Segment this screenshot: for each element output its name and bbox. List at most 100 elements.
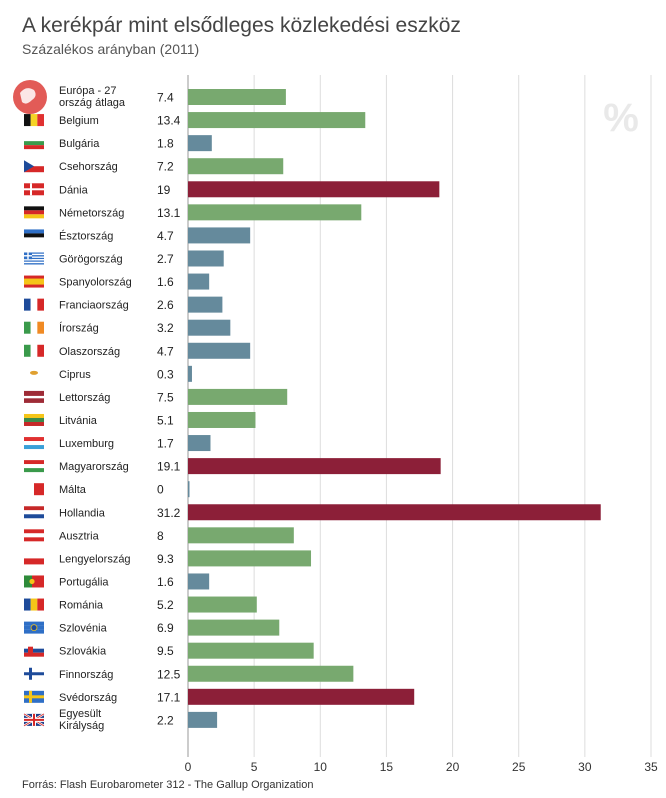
value-label: 2.2 [157,713,174,727]
flag-fi-icon [24,667,44,680]
bar [188,227,251,244]
flag-lt-icon [24,413,44,426]
flag-sk-icon [24,644,44,657]
flag-de-icon [24,206,44,219]
bar-row: Luxemburg 1.7 [24,435,211,452]
bar-row: Szlovénia 6.9 [24,619,280,636]
value-label: 4.7 [157,229,174,243]
percent-watermark: % [603,96,639,140]
value-label: 9.3 [157,552,174,566]
category-label: Lengyelország [59,553,131,565]
flag-hu-icon [24,460,44,473]
x-tick-label: 5 [251,760,258,774]
category-label: Görögország [59,253,123,265]
bar-row: Lengyelország 9.3 [24,550,312,567]
bar [188,273,210,290]
category-label: Királyság [59,720,104,732]
category-label: Szlovénia [59,623,108,635]
flag-cz-icon [24,160,44,173]
bar [188,319,231,336]
value-label: 6.9 [157,621,174,635]
value-label: 1.7 [157,437,174,451]
bar-row: Litvánia 5.1 [24,411,256,428]
bar [188,458,441,475]
value-label: 1.6 [157,275,174,289]
category-label: Franciaország [59,300,129,312]
x-tick-label: 10 [314,760,328,774]
bar [188,181,440,198]
bar [188,527,294,544]
value-label: 2.6 [157,298,174,312]
category-label: Bulgária [59,138,100,150]
bar [188,89,286,105]
category-label: Románia [59,600,104,612]
bar [188,596,257,613]
category-label: Luxemburg [59,438,114,450]
bar-row: Franciaország 2.6 [24,296,223,313]
x-tick-label: 0 [185,760,192,774]
category-label: Szlovákia [59,646,107,658]
flag-bg-icon [24,137,44,150]
bar [188,365,192,382]
bar-row: Németország 13.1 [24,204,362,221]
value-label: 1.8 [157,137,174,151]
bar-row: Málta 0 [24,481,190,498]
bar [188,481,190,498]
bar [188,204,362,221]
flag-gb-icon [23,712,45,727]
category-label: Egyesült [59,708,101,720]
bar [188,435,211,452]
value-label: 3.2 [157,321,174,335]
category-label: Belgium [59,115,99,127]
bar-row: Ciprus 0.3 [24,365,192,382]
flag-ro-icon [24,598,44,611]
category-label: Finnország [59,669,113,681]
value-label: 19.1 [157,460,181,474]
flag-fr-icon [24,298,44,311]
category-label: Ausztria [59,530,100,542]
bar [188,158,284,175]
flag-se-icon [24,690,44,703]
chart-title: A kerékpár mint elsődleges közlekedési e… [22,14,461,37]
value-label: 0 [157,483,164,497]
value-label: 31.2 [157,506,181,520]
bar-row: Belgium 13.4 [24,112,366,129]
flag-gr-icon [24,252,44,265]
bar-row: Svédország 17.1 [24,688,415,705]
bar [188,688,415,705]
bar [188,619,280,636]
bar-row: Portugália 1.6 [24,573,210,590]
bar [188,711,218,728]
bar-row: Hollandia 31.2 [24,504,601,521]
value-label: 4.7 [157,344,174,358]
bar [188,550,312,567]
value-label: 7.5 [157,390,174,404]
flag-be-icon [24,114,44,127]
bar-row: Szlovákia 9.5 [24,642,314,659]
value-label: 7.4 [157,91,174,105]
flag-dk-icon [24,183,44,196]
value-label: 13.4 [157,114,181,128]
value-label: 19 [157,183,171,197]
flag-cy-icon [24,367,44,380]
flag-pt-icon [24,575,44,588]
category-label: Málta [59,484,87,496]
bar [188,112,366,129]
flag-ee-icon [24,229,44,242]
category-label: Németország [59,207,124,219]
bar-row: Ausztria 8 [24,527,294,544]
value-label: 8 [157,529,164,543]
x-tick-label: 35 [644,760,658,774]
category-label: Írország [59,322,99,335]
category-label: Portugália [59,576,109,588]
bar-row: Bulgária 1.8 [24,135,212,152]
bar-row: Csehország 7.2 [24,158,284,175]
bar-row: Görögország 2.7 [24,250,224,267]
x-tick-label: 20 [446,760,460,774]
bar-row: Lettország 7.5 [24,388,288,405]
value-label: 5.1 [157,413,174,427]
value-label: 1.6 [157,575,174,589]
category-label: Észtország [59,229,113,242]
